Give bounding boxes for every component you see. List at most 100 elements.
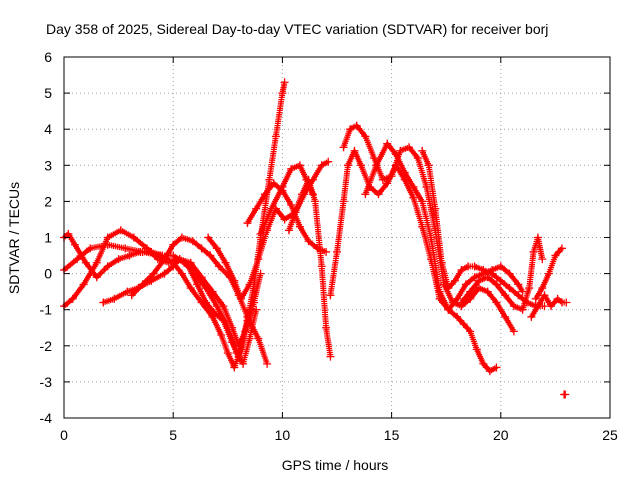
chart-title: Day 358 of 2025, Sidereal Day-to-day VTE… <box>46 21 548 37</box>
data-point <box>298 190 307 199</box>
data-point <box>496 262 505 271</box>
data-point <box>409 182 418 191</box>
data-point <box>485 367 494 376</box>
data-point <box>184 262 193 271</box>
data-point <box>527 312 536 321</box>
data-point <box>121 244 130 253</box>
data-point <box>239 334 248 343</box>
y-tick-label: 3 <box>44 157 52 173</box>
data-point <box>129 233 138 242</box>
data-point <box>357 161 366 170</box>
data-point <box>509 327 518 336</box>
data-point <box>391 150 400 159</box>
data-point <box>459 320 468 329</box>
data-point <box>509 302 518 311</box>
data-point <box>514 291 523 300</box>
satellite-track-4 <box>99 255 254 361</box>
grid-layer <box>64 57 610 418</box>
data-point <box>343 161 352 170</box>
data-point <box>457 298 466 307</box>
data-point <box>267 204 276 213</box>
y-tick-label: -4 <box>40 410 53 426</box>
x-tick-label: 10 <box>275 427 291 443</box>
data-point <box>538 284 547 293</box>
data-point <box>217 330 226 339</box>
data-point <box>396 146 405 155</box>
satellite-track-7 <box>243 179 331 256</box>
data-point <box>518 305 527 314</box>
y-tick-label: 5 <box>44 85 52 101</box>
data-point <box>149 269 158 278</box>
data-point <box>339 197 348 206</box>
data-point <box>169 262 178 271</box>
data-point <box>103 233 112 242</box>
data-point <box>265 175 274 184</box>
data-point <box>453 294 462 303</box>
data-point <box>544 269 553 278</box>
data-point <box>492 280 501 289</box>
data-point <box>426 233 435 242</box>
data-point <box>492 298 501 307</box>
data-point <box>418 146 427 155</box>
y-tick-label: 4 <box>44 121 52 137</box>
data-point <box>142 244 151 253</box>
data-point <box>164 258 173 267</box>
data-point <box>339 143 348 152</box>
data-point <box>103 262 112 271</box>
data-point <box>228 338 237 347</box>
data-point <box>326 291 335 300</box>
data-point <box>383 139 392 148</box>
data-point <box>269 179 278 188</box>
data-point <box>169 251 178 260</box>
data-point <box>99 298 108 307</box>
data-point <box>547 302 556 311</box>
data-point <box>256 229 265 238</box>
data-point <box>263 359 272 368</box>
y-tick-label: -1 <box>40 302 53 318</box>
satellite-track-16 <box>531 244 566 303</box>
y-tick-label: -3 <box>40 374 53 390</box>
data-point <box>317 262 326 271</box>
data-point <box>243 219 252 228</box>
data-point <box>501 312 510 321</box>
data-point <box>322 247 331 256</box>
data-point <box>223 349 232 358</box>
data-point <box>562 298 571 307</box>
data-point <box>383 179 392 188</box>
data-point <box>346 125 355 134</box>
x-tick-label: 15 <box>384 427 400 443</box>
data-point <box>466 294 475 303</box>
y-tick-label: -2 <box>40 338 53 354</box>
data-point <box>496 276 505 285</box>
data-point <box>474 284 483 293</box>
data-point <box>92 273 101 282</box>
data-point <box>533 233 542 242</box>
data-point <box>287 201 296 210</box>
track-trace <box>458 234 545 313</box>
data-point <box>250 298 259 307</box>
data-point <box>453 312 462 321</box>
data-point <box>64 229 73 238</box>
y-tick-label: 0 <box>44 266 52 282</box>
data-point <box>243 312 252 321</box>
y-tick-label: 2 <box>44 193 52 209</box>
data-point <box>245 280 254 289</box>
data-series-layer <box>60 78 571 399</box>
data-point <box>418 197 427 206</box>
x-tick-label: 0 <box>60 427 68 443</box>
data-point <box>483 273 492 282</box>
data-point <box>234 352 243 361</box>
data-point <box>437 258 446 267</box>
data-point <box>317 161 326 170</box>
data-point <box>540 291 549 300</box>
satellite-track-15 <box>527 291 571 321</box>
data-point <box>123 287 132 296</box>
data-point <box>472 345 481 354</box>
data-point <box>193 280 202 289</box>
satellite-track-9 <box>284 175 335 361</box>
data-point <box>215 262 224 271</box>
data-point <box>405 143 414 152</box>
data-point <box>212 244 221 253</box>
data-point <box>431 204 440 213</box>
